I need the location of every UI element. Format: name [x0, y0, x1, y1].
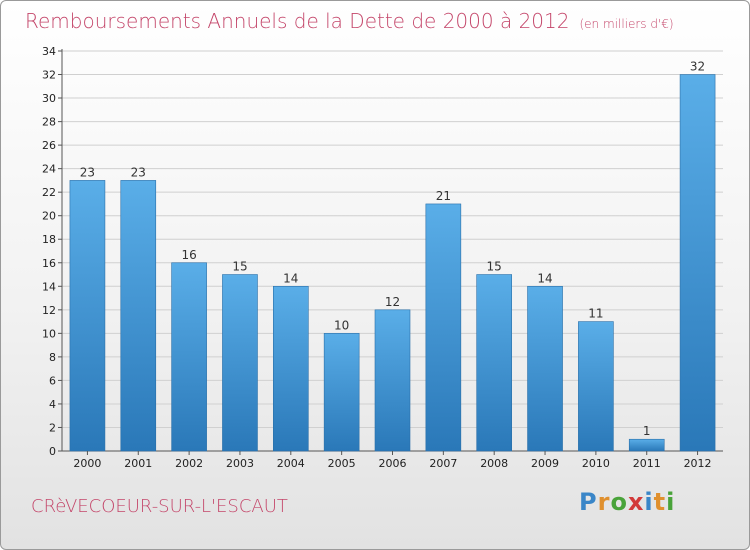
bar-value-label: 10 — [334, 318, 349, 332]
bar-value-label: 12 — [385, 295, 400, 309]
y-tick-label: 10 — [42, 327, 56, 340]
bar — [679, 74, 716, 452]
bar — [69, 180, 106, 452]
bar — [323, 333, 360, 452]
y-tick-label: 6 — [49, 374, 56, 387]
chart-title-text: Remboursements Annuels de la Dette de 20… — [25, 9, 570, 33]
y-tick-label: 18 — [42, 233, 56, 246]
y-tick-label: 2 — [49, 421, 56, 434]
commune-name: CRèVECOEUR-SUR-L'ESCAUT — [31, 496, 288, 517]
bar — [120, 180, 157, 452]
bar-value-label: 14 — [283, 271, 298, 285]
bar-value-label: 11 — [588, 307, 603, 321]
y-tick-label: 20 — [42, 210, 56, 223]
y-tick-label: 14 — [42, 280, 56, 293]
logo-letter: P — [579, 488, 598, 516]
x-tick-label: 2002 — [175, 457, 203, 470]
bar-value-label: 15 — [232, 260, 247, 274]
logo-letter: r — [597, 488, 611, 516]
bar-value-label: 32 — [690, 60, 705, 74]
y-tick-label: 4 — [49, 398, 56, 411]
x-tick-label: 2008 — [480, 457, 508, 470]
y-tick-label: 34 — [42, 45, 56, 58]
x-tick-label: 2003 — [226, 457, 254, 470]
x-tick-label: 2010 — [582, 457, 610, 470]
y-tick-label: 24 — [42, 163, 56, 176]
y-tick-label: 28 — [42, 116, 56, 129]
logo-letter: i — [644, 488, 654, 516]
bar — [222, 274, 258, 452]
bar — [527, 285, 563, 452]
bar — [273, 285, 309, 452]
bar-value-label: 23 — [80, 165, 95, 179]
x-tick-label: 2009 — [531, 457, 559, 470]
y-tick-label: 26 — [42, 139, 56, 152]
bar — [425, 203, 462, 452]
logo-letter: i — [666, 488, 676, 516]
logo-letter: o — [610, 488, 628, 516]
y-tick-label: 16 — [42, 257, 56, 270]
y-tick-label: 32 — [42, 69, 56, 82]
bar — [476, 274, 512, 452]
bar-value-label: 1 — [643, 424, 651, 438]
logo-letter: t — [653, 488, 667, 516]
bar-value-label: 21 — [436, 189, 451, 203]
bar — [171, 262, 207, 452]
x-tick-label: 2000 — [73, 457, 101, 470]
bar-value-label: 16 — [181, 248, 196, 262]
x-tick-label: 2005 — [328, 457, 356, 470]
bar-value-label: 23 — [131, 165, 146, 179]
y-tick-label: 12 — [42, 304, 56, 317]
x-tick-label: 2011 — [633, 457, 661, 470]
bar-value-label: 14 — [537, 271, 552, 285]
proxiti-logo: Proxiti — [579, 488, 675, 516]
bar — [578, 321, 614, 452]
x-tick-label: 2012 — [684, 457, 712, 470]
y-tick-label: 30 — [42, 92, 56, 105]
chart-title: Remboursements Annuels de la Dette de 20… — [25, 9, 674, 33]
y-tick-label: 8 — [49, 351, 56, 364]
x-tick-label: 2004 — [277, 457, 305, 470]
bar-value-label: 15 — [487, 260, 502, 274]
chart-unit: (en milliers d'€) — [579, 17, 674, 31]
x-tick-label: 2007 — [429, 457, 457, 470]
logo-letter: x — [627, 488, 645, 516]
y-tick-label: 0 — [49, 445, 56, 458]
y-tick-label: 22 — [42, 186, 56, 199]
x-tick-label: 2006 — [379, 457, 407, 470]
bar — [374, 309, 411, 452]
bar — [628, 438, 665, 452]
x-tick-label: 2001 — [124, 457, 152, 470]
